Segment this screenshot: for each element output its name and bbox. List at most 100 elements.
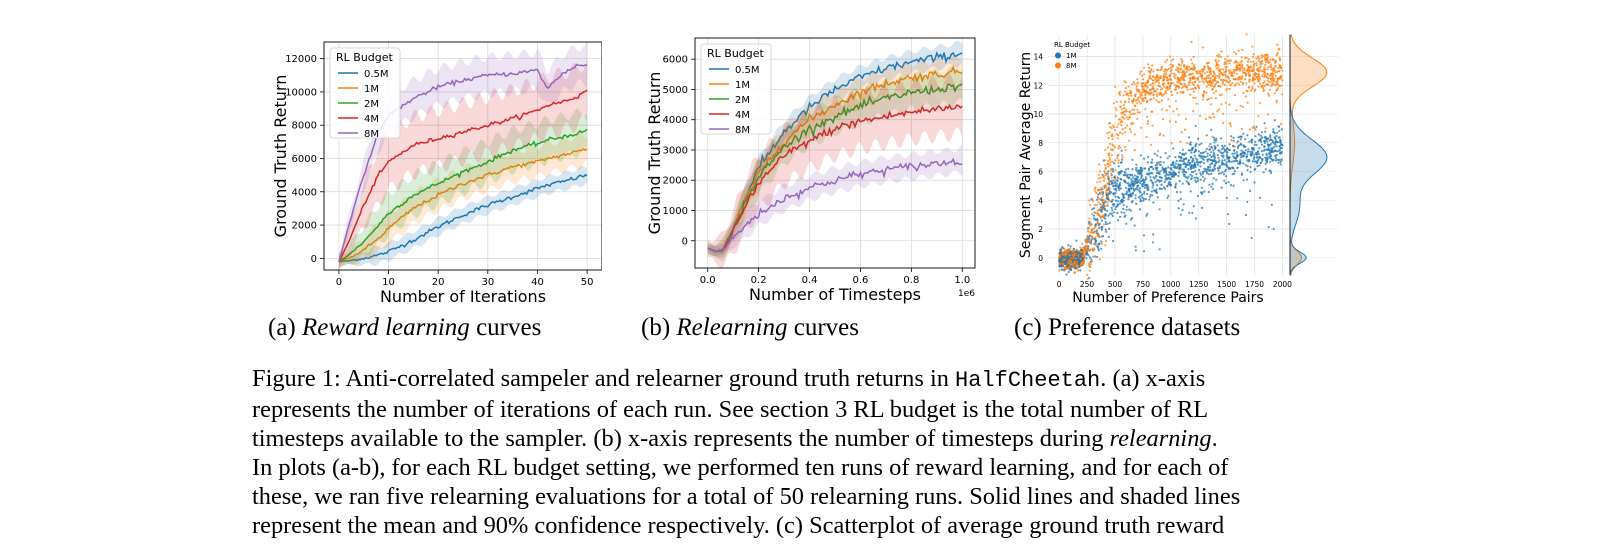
x-tick-label: 1000	[1161, 280, 1180, 289]
scatter-point	[1128, 189, 1131, 192]
scatter-point	[1207, 83, 1210, 86]
scatter-point	[1206, 152, 1209, 155]
scatter-point	[1134, 194, 1137, 197]
scatter-point	[1107, 179, 1111, 182]
scatter-point	[1152, 97, 1155, 100]
scatter-point	[1151, 186, 1154, 189]
scatter-point	[1217, 167, 1220, 170]
scatter-point	[1242, 71, 1245, 74]
scatter-point	[1139, 154, 1142, 157]
scatter-point	[1153, 152, 1156, 155]
x-tick-label: 1500	[1217, 280, 1236, 289]
scatter-point	[1276, 70, 1279, 73]
legend-label-8M: 8M	[364, 129, 379, 140]
scatter-point	[1247, 148, 1250, 151]
scatter-point	[1240, 172, 1243, 175]
scatter-point	[1149, 83, 1152, 86]
scatter-point	[1169, 55, 1172, 58]
scatter-point	[1121, 132, 1124, 135]
scatter-point	[1192, 83, 1195, 86]
scatter-point	[1128, 128, 1132, 131]
scatter-point	[1189, 173, 1192, 176]
scatter-point	[1211, 168, 1214, 171]
scatter-point	[1252, 73, 1255, 76]
scatter-point	[1127, 195, 1130, 199]
scatter-point	[1215, 67, 1218, 70]
scatter-point	[1226, 151, 1229, 154]
y-axis-label: Ground Truth Return	[271, 75, 290, 238]
scatter-point	[1259, 134, 1262, 137]
scatter-point	[1212, 92, 1215, 95]
scatter-point	[1220, 154, 1223, 157]
scatter-point	[1211, 162, 1214, 165]
scatter-point	[1110, 172, 1113, 175]
scatter-point	[1198, 86, 1201, 89]
scatter-point	[1182, 74, 1185, 77]
scatter-point	[1067, 270, 1070, 274]
scatter-point	[1111, 182, 1114, 185]
scatter-point	[1254, 72, 1257, 75]
scatter-point	[1101, 204, 1104, 207]
scatter-point	[1164, 167, 1167, 170]
scatter-point	[1211, 88, 1214, 91]
scatter-point	[1228, 62, 1231, 65]
scatter-point	[1246, 165, 1249, 168]
scatter-point	[1142, 178, 1145, 181]
scatter-point	[1215, 64, 1218, 67]
scatter-point	[1167, 78, 1170, 82]
scatter-point	[1097, 249, 1100, 252]
scatter-point	[1117, 159, 1120, 162]
scatter-point	[1189, 161, 1192, 165]
scatter-point	[1121, 156, 1124, 159]
scatter-point	[1100, 235, 1103, 238]
scatter-point	[1152, 233, 1155, 236]
scatter-point	[1267, 92, 1270, 95]
scatter-point	[1239, 153, 1242, 156]
scatter-point	[1200, 154, 1203, 157]
scatter-point	[1111, 137, 1114, 140]
scatter-point	[1240, 75, 1244, 78]
scatter-point	[1265, 161, 1269, 164]
scatter-point	[1261, 136, 1264, 139]
scatter-point	[1099, 188, 1102, 191]
scatter-point	[1127, 167, 1130, 170]
scatter-point	[1262, 89, 1265, 92]
scatter-point	[1106, 201, 1109, 204]
scatter-point	[1107, 176, 1110, 179]
scatter-point	[1159, 170, 1162, 173]
scatter-point	[1129, 192, 1132, 195]
x-axis-label: Number of Preference Pairs	[1072, 290, 1263, 306]
scatter-point	[1229, 71, 1232, 74]
scatter-point	[1121, 112, 1125, 115]
scatter-point	[1154, 175, 1157, 178]
scatter-point	[1202, 158, 1205, 161]
scatter-point	[1195, 181, 1198, 184]
scatter-point	[1253, 156, 1256, 159]
scatter-point	[1273, 92, 1276, 95]
scatter-point	[1249, 150, 1252, 153]
scatter-point	[1193, 77, 1196, 80]
scatter-point	[1272, 130, 1275, 133]
scatter-point	[1187, 175, 1190, 178]
scatter-point	[1118, 92, 1121, 95]
scatter-point	[1188, 73, 1191, 76]
scatter-point	[1120, 111, 1123, 114]
scatter-point	[1139, 72, 1142, 75]
scatter-point	[1070, 252, 1074, 255]
scatter-point	[1167, 82, 1170, 85]
scatter-point	[1138, 111, 1141, 114]
scatter-point	[1094, 225, 1097, 228]
scatter-point	[1069, 265, 1072, 268]
scatter-point	[1264, 71, 1267, 74]
scatter-point	[1226, 59, 1229, 63]
scatter-point	[1146, 192, 1149, 196]
scatter-point	[1231, 82, 1234, 85]
scatter-point	[1244, 56, 1247, 59]
scatter-point	[1141, 196, 1144, 199]
scatter-point	[1129, 130, 1132, 133]
scatter-point	[1135, 163, 1138, 166]
scatter-point	[1252, 53, 1255, 56]
scatter-point	[1116, 157, 1119, 160]
scatter-point	[1155, 191, 1158, 195]
scatter-point	[1257, 115, 1260, 118]
